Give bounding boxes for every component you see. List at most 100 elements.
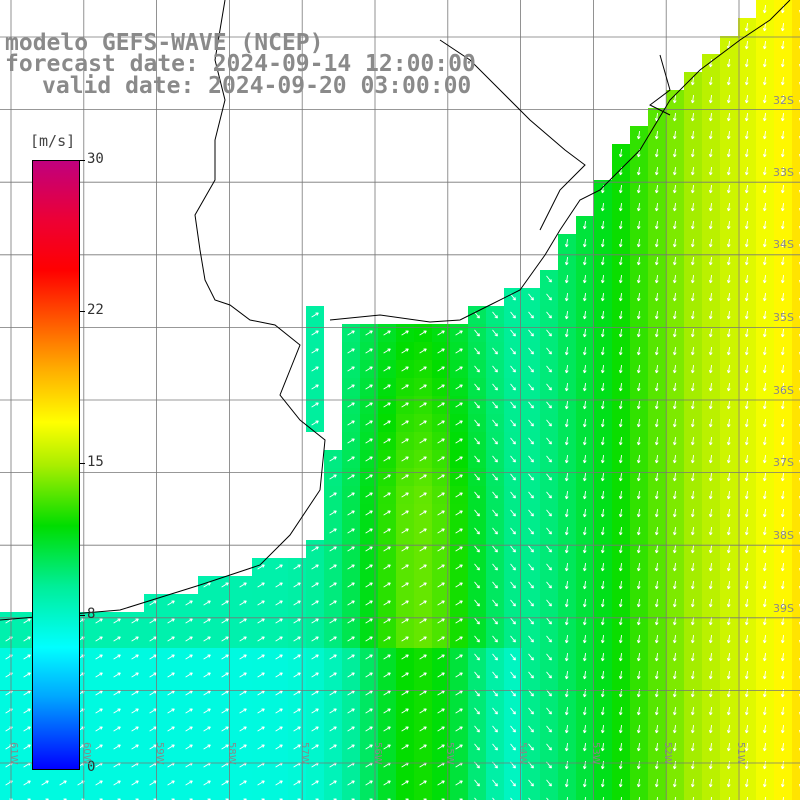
wind-arrow [383, 438, 391, 444]
wind-arrow [564, 472, 569, 482]
speed-cell [684, 792, 702, 800]
wind-arrow [546, 581, 552, 589]
wind-arrow [474, 725, 480, 733]
wind-arrow [726, 112, 731, 122]
wind-arrow [726, 94, 731, 104]
speed-cell [792, 702, 800, 720]
wind-arrow [618, 382, 623, 392]
wind-arrow [636, 760, 641, 770]
wind-arrow [546, 689, 552, 697]
wind-arrow [744, 148, 749, 158]
wind-arrow [762, 742, 767, 752]
wind-arrow [492, 401, 498, 409]
wind-arrow [690, 670, 695, 680]
wind-arrow [528, 725, 534, 733]
wind-arrow [492, 563, 498, 571]
lon-label: 61W [8, 742, 19, 765]
wind-arrow [690, 310, 695, 320]
wind-arrow [636, 778, 641, 788]
wind-arrow [672, 382, 677, 392]
wind-arrow [455, 438, 463, 444]
wind-arrow [746, 796, 749, 800]
wind-arrow [654, 418, 659, 428]
speed-cell [270, 792, 288, 800]
wind-arrow [762, 40, 767, 50]
wind-arrow [744, 778, 749, 788]
wind-arrow [546, 599, 552, 607]
wind-arrow [257, 744, 265, 750]
wind-arrow [510, 347, 516, 355]
wind-arrow [708, 724, 713, 734]
wind-arrow [293, 618, 301, 624]
wind-arrow [780, 238, 785, 248]
wind-arrow [762, 310, 767, 320]
wind-arrow [149, 618, 157, 624]
speed-cell [792, 612, 800, 630]
speed-cell [792, 414, 800, 432]
wind-arrow [636, 454, 641, 464]
wind-arrow [654, 238, 659, 248]
wind-arrow [455, 564, 463, 570]
wind-arrow [185, 618, 193, 624]
wind-arrow [780, 706, 785, 716]
wind-arrow [383, 510, 391, 516]
wind-arrow [672, 364, 677, 374]
wind-arrow [762, 598, 767, 608]
wind-arrow [762, 580, 767, 590]
wind-arrow [690, 418, 695, 428]
wind-arrow [131, 744, 139, 750]
lat-label: 39S [773, 602, 794, 615]
wind-arrow [744, 436, 749, 446]
wind-arrow [239, 708, 247, 714]
speed-cell [216, 792, 234, 800]
wind-arrow [672, 634, 677, 644]
wind-arrow [744, 634, 749, 644]
wind-arrow [401, 384, 409, 390]
wind-arrow [437, 510, 445, 516]
wind-arrow [600, 220, 605, 230]
wind-arrow [600, 436, 605, 446]
wind-arrow [564, 490, 569, 500]
wind-arrow [726, 598, 731, 608]
wind-arrow [654, 580, 659, 590]
wind-arrow [365, 636, 373, 642]
wind-arrow [708, 328, 713, 338]
wind-arrow [582, 562, 587, 572]
wind-arrow [708, 130, 713, 140]
wind-arrow [239, 582, 247, 588]
wind-arrow [618, 778, 623, 788]
wind-arrow [582, 634, 587, 644]
speed-cell [630, 792, 648, 800]
wind-arrow [347, 726, 355, 732]
wind-arrow [708, 76, 713, 86]
wind-arrow [528, 329, 534, 337]
wind-arrow [383, 708, 391, 714]
wind-arrow [618, 472, 623, 482]
speed-cell [792, 288, 800, 306]
speed-cell [252, 792, 270, 800]
wind-arrow [419, 384, 427, 390]
wind-arrow [437, 402, 445, 408]
wind-arrow [762, 454, 767, 464]
wind-arrow [708, 400, 713, 410]
wind-arrow [347, 402, 355, 408]
wind-arrow [419, 546, 427, 552]
wind-arrow [347, 474, 355, 480]
wind-arrow [726, 742, 731, 752]
wind-arrow [185, 672, 193, 678]
wind-arrow [636, 598, 641, 608]
wind-arrow [600, 310, 605, 320]
wind-arrow [492, 743, 498, 751]
wind-arrow [546, 311, 552, 319]
wind-arrow [203, 582, 211, 588]
wind-arrow [492, 365, 498, 373]
wind-arrow [636, 436, 641, 446]
wind-arrow [221, 744, 229, 750]
wind-arrow [726, 382, 731, 392]
speed-cell [792, 216, 800, 234]
wind-arrow [708, 562, 713, 572]
wind-arrow [437, 564, 445, 570]
wind-arrow [311, 348, 319, 354]
wind-arrow [455, 600, 463, 606]
wind-arrow [167, 636, 175, 642]
